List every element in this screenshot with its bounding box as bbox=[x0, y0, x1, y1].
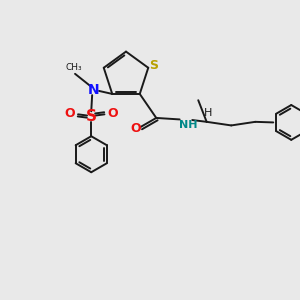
Text: O: O bbox=[130, 122, 141, 135]
Text: S: S bbox=[86, 109, 97, 124]
Text: S: S bbox=[149, 59, 158, 72]
Text: O: O bbox=[108, 107, 118, 120]
Text: CH₃: CH₃ bbox=[65, 63, 82, 72]
Text: N: N bbox=[88, 83, 100, 97]
Text: H: H bbox=[204, 108, 212, 118]
Text: O: O bbox=[64, 107, 75, 120]
Text: NH: NH bbox=[179, 120, 197, 130]
